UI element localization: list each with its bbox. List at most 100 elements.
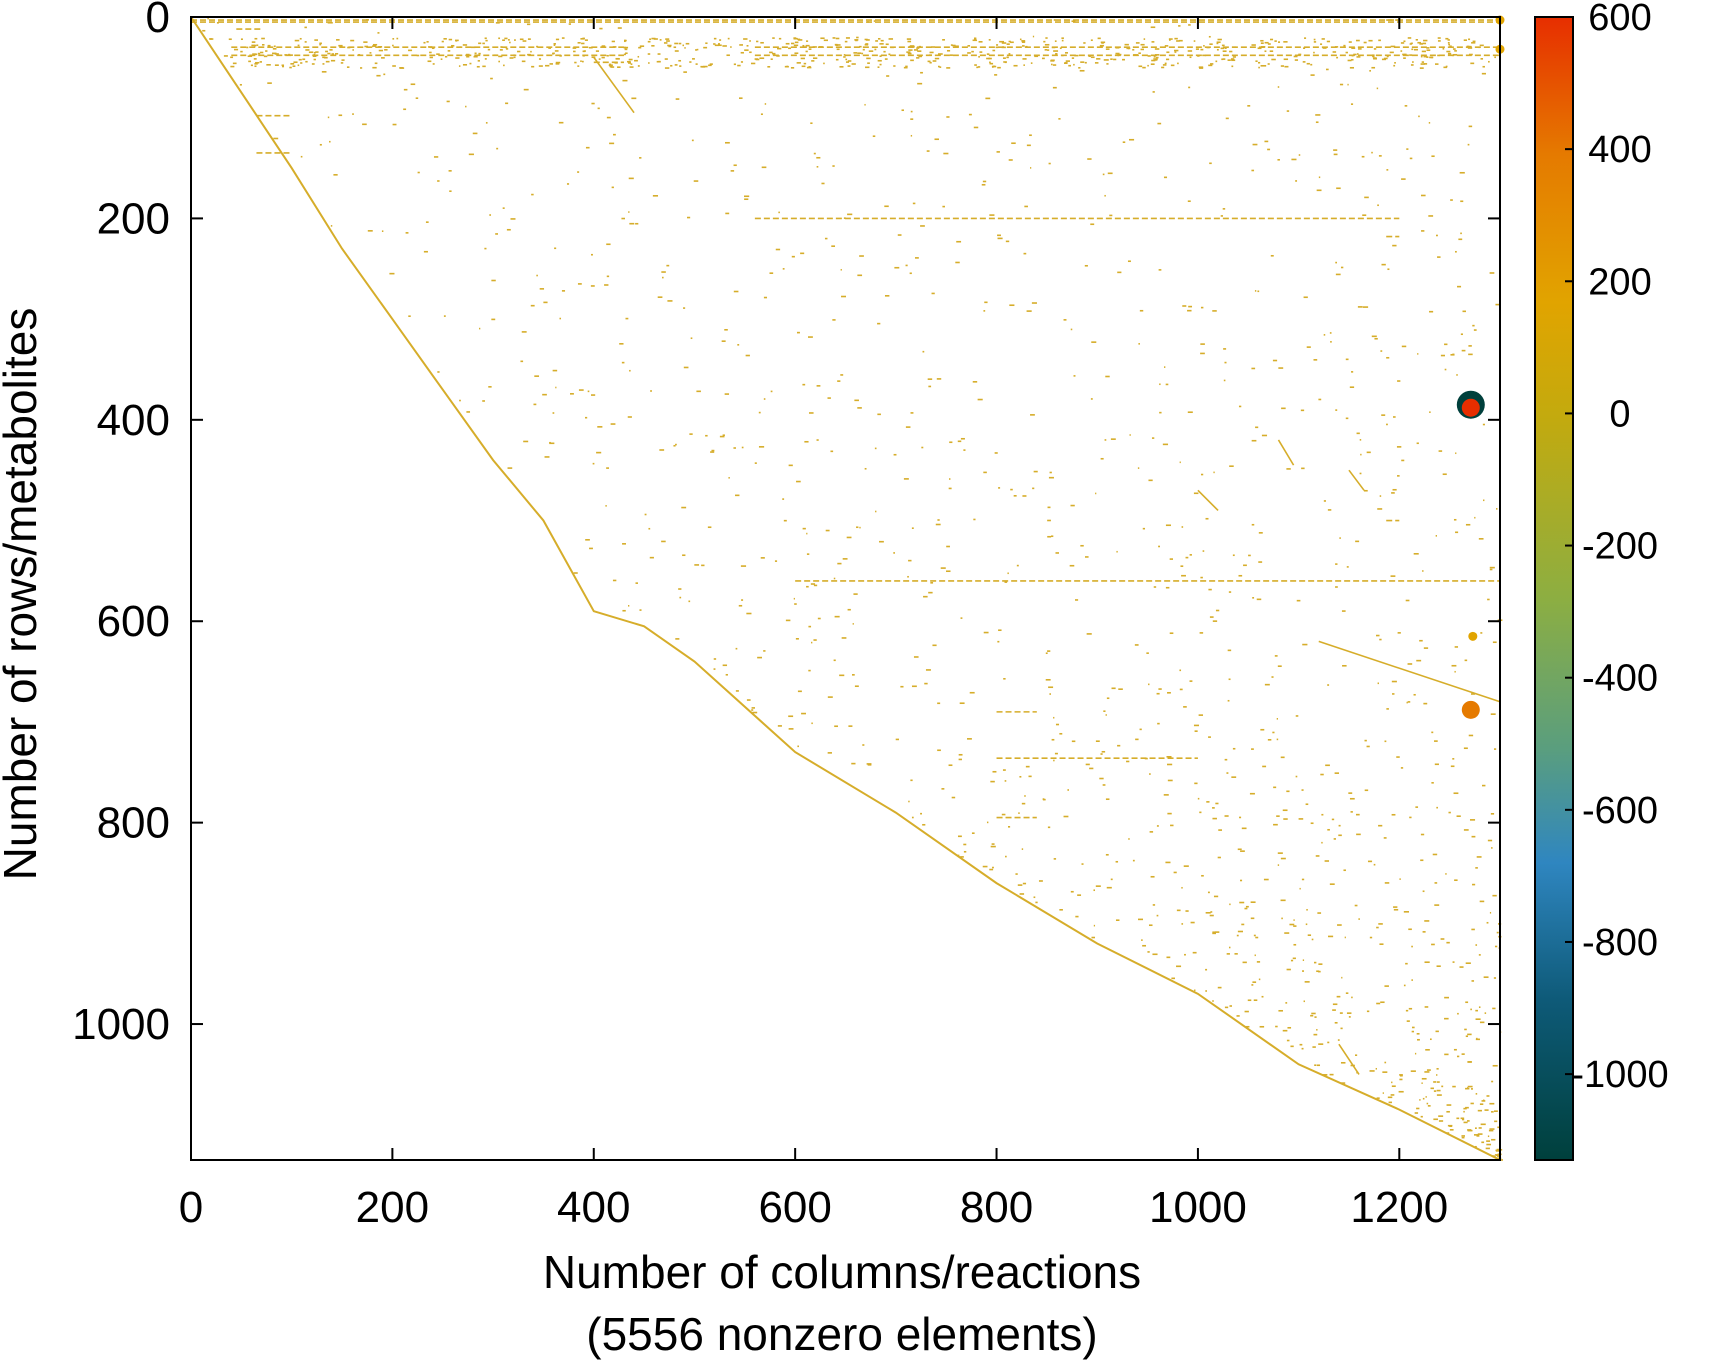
nonzero-element bbox=[1122, 141, 1126, 144]
nonzero-element bbox=[448, 170, 452, 172]
nonzero-element bbox=[926, 150, 930, 152]
nonzero-element bbox=[972, 39, 977, 42]
nonzero-element bbox=[935, 523, 941, 526]
nonzero-element bbox=[1377, 682, 1380, 685]
nonzero-element bbox=[954, 45, 959, 48]
nonzero-element bbox=[1486, 1140, 1491, 1142]
nonzero-element bbox=[554, 247, 557, 250]
nonzero-element bbox=[405, 232, 409, 234]
nonzero-element bbox=[1102, 784, 1106, 786]
nonzero-element bbox=[1315, 121, 1319, 124]
nonzero-element bbox=[1280, 857, 1286, 860]
colorbar-tick-label: -800 bbox=[1582, 922, 1658, 964]
nonzero-element bbox=[1366, 451, 1371, 454]
nonzero-element bbox=[1446, 50, 1451, 53]
nonzero-element bbox=[796, 62, 801, 64]
nonzero-element bbox=[1267, 63, 1270, 65]
nonzero-element bbox=[514, 39, 516, 41]
nonzero-element bbox=[867, 62, 870, 64]
nonzero-element bbox=[1459, 966, 1464, 968]
nonzero-element bbox=[1491, 847, 1493, 849]
nonzero-element bbox=[1284, 65, 1289, 68]
nonzero-element bbox=[1450, 199, 1453, 201]
nonzero-element bbox=[552, 52, 555, 55]
nonzero-element bbox=[1115, 52, 1120, 55]
nonzero-element bbox=[1423, 63, 1428, 65]
nonzero-element bbox=[1008, 53, 1011, 55]
nonzero-element bbox=[865, 39, 870, 41]
nonzero-element bbox=[1473, 1134, 1480, 1136]
nonzero-element bbox=[487, 48, 491, 51]
nonzero-element bbox=[884, 295, 890, 297]
nonzero-element bbox=[1314, 1064, 1317, 1066]
nonzero-element bbox=[1053, 858, 1057, 860]
nonzero-element bbox=[1488, 1129, 1494, 1132]
nonzero-element bbox=[1166, 756, 1172, 758]
nonzero-element bbox=[1327, 1041, 1330, 1044]
nonzero-element bbox=[1393, 64, 1396, 67]
nonzero-element bbox=[1090, 56, 1095, 59]
nonzero-element bbox=[683, 307, 686, 309]
nonzero-element bbox=[1157, 722, 1160, 725]
x-tick-label: 600 bbox=[758, 1183, 831, 1232]
nonzero-element bbox=[552, 369, 558, 372]
nonzero-element bbox=[738, 604, 743, 607]
nonzero-element bbox=[591, 102, 595, 105]
nonzero-element bbox=[1073, 375, 1076, 377]
nonzero-element bbox=[668, 45, 672, 48]
nonzero-element bbox=[1245, 905, 1249, 908]
nonzero-element bbox=[678, 588, 682, 590]
nonzero-element bbox=[770, 390, 773, 393]
nonzero-element bbox=[484, 37, 487, 40]
nonzero-element bbox=[1243, 564, 1247, 567]
nonzero-element bbox=[1179, 461, 1181, 464]
nonzero-element bbox=[713, 43, 716, 45]
nonzero-element bbox=[1329, 332, 1332, 334]
nonzero-element bbox=[548, 47, 552, 49]
nonzero-element bbox=[989, 61, 991, 64]
nonzero-element bbox=[609, 63, 612, 66]
nonzero-element bbox=[1259, 1025, 1265, 1028]
nonzero-element bbox=[1460, 333, 1463, 336]
nonzero-element bbox=[1179, 688, 1183, 691]
nonzero-element bbox=[1277, 665, 1282, 667]
nonzero-element bbox=[1431, 782, 1434, 784]
nonzero-element bbox=[1212, 817, 1217, 820]
nonzero-element bbox=[690, 337, 693, 340]
nonzero-element bbox=[752, 711, 758, 714]
nonzero-element bbox=[948, 487, 952, 490]
nonzero-element bbox=[1436, 1068, 1439, 1070]
nonzero-element bbox=[1165, 861, 1171, 864]
nonzero-element bbox=[840, 268, 842, 271]
nonzero-element bbox=[733, 164, 737, 167]
nonzero-element bbox=[941, 788, 945, 790]
nonzero-element bbox=[678, 59, 682, 62]
nonzero-element bbox=[907, 52, 912, 55]
nonzero-element bbox=[1023, 41, 1026, 43]
nonzero-element bbox=[949, 54, 953, 56]
nonzero-element bbox=[1413, 48, 1418, 51]
nonzero-element bbox=[1153, 56, 1156, 58]
nonzero-element bbox=[1218, 829, 1223, 831]
nonzero-element bbox=[1232, 747, 1236, 750]
nonzero-element bbox=[256, 44, 259, 47]
nonzero-element bbox=[466, 55, 470, 58]
nonzero-element bbox=[1222, 58, 1226, 60]
nonzero-element bbox=[254, 63, 258, 65]
nonzero-element bbox=[1181, 574, 1186, 577]
nonzero-element bbox=[1466, 1087, 1469, 1089]
nonzero-element bbox=[1255, 60, 1258, 63]
nonzero-element bbox=[1349, 797, 1355, 800]
nonzero-element bbox=[1456, 1117, 1460, 1120]
nonzero-element bbox=[485, 122, 488, 124]
nonzero-element bbox=[1429, 56, 1434, 59]
nonzero-element bbox=[462, 63, 468, 66]
nonzero-element bbox=[721, 340, 726, 342]
nonzero-element bbox=[808, 336, 813, 338]
nonzero-element bbox=[673, 444, 676, 447]
nonzero-element bbox=[695, 49, 698, 51]
nonzero-element bbox=[1022, 495, 1027, 497]
nonzero-element bbox=[1267, 148, 1271, 151]
nonzero-element bbox=[482, 400, 485, 402]
nonzero-element bbox=[1254, 954, 1256, 957]
